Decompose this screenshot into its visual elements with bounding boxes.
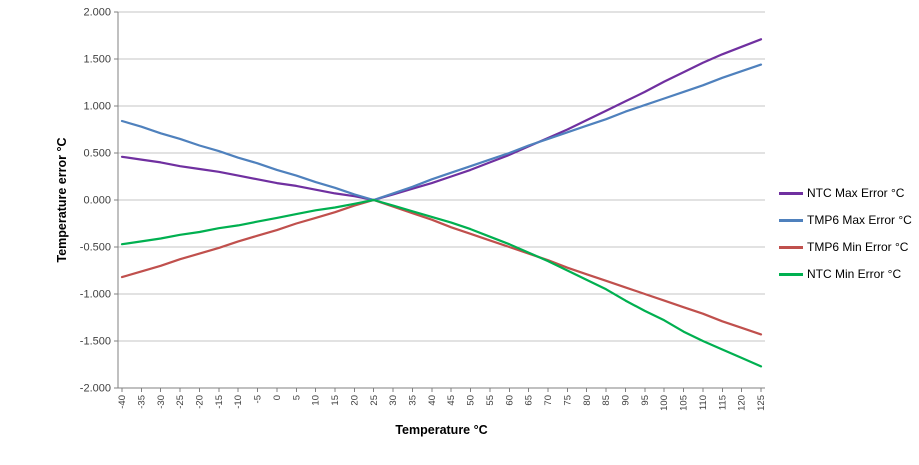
x-tick-label: 115 <box>717 395 728 410</box>
y-tick-label: -1.500 <box>80 336 111 348</box>
x-tick-label: 70 <box>543 395 554 406</box>
y-tick-label: 1.000 <box>83 101 111 113</box>
legend-label: NTC Max Error °C <box>807 186 905 200</box>
y-tick-label: -1.000 <box>80 289 111 301</box>
series-line-ntc-max-error-c <box>120 38 763 202</box>
x-tick-label: -40 <box>117 395 128 409</box>
x-tick-label: 30 <box>388 395 399 406</box>
y-tick-label: 0.500 <box>83 148 111 160</box>
x-tick-label: 50 <box>466 395 477 406</box>
series-line-ntc-min-error-c <box>120 198 763 368</box>
y-axis-title: Temperature error °C <box>55 137 69 263</box>
series-line-tmp6-max-error-c <box>120 63 763 202</box>
x-tick-label: 45 <box>446 395 457 406</box>
legend-item: NTC Min Error °C <box>779 267 919 281</box>
x-tick-label: 55 <box>485 395 496 406</box>
x-tick-label: 15 <box>330 395 341 406</box>
x-tick-label: 0 <box>272 395 283 400</box>
y-tick-label: 1.500 <box>83 54 111 66</box>
x-tick-label: -5 <box>253 395 264 403</box>
x-tick-label: 85 <box>601 395 612 406</box>
x-tick-label: 100 <box>659 395 670 411</box>
legend-item: NTC Max Error °C <box>779 186 919 200</box>
y-tick-label: 2.000 <box>83 7 111 19</box>
legend-item: TMP6 Min Error °C <box>779 240 919 254</box>
x-tick-label: -10 <box>233 395 244 409</box>
x-tick-label: 95 <box>640 395 651 406</box>
x-tick-label: -35 <box>136 395 147 409</box>
legend-label: NTC Min Error °C <box>807 267 902 281</box>
x-tick-label: -15 <box>214 395 225 409</box>
y-tick-label: -2.000 <box>80 383 111 395</box>
x-tick-label: 110 <box>698 395 709 410</box>
legend-line-swatch <box>779 218 803 222</box>
y-tick-label: 0.000 <box>83 195 111 207</box>
x-tick-label: 35 <box>407 395 418 406</box>
legend-item: TMP6 Max Error °C <box>779 213 919 227</box>
x-tick-label: 125 <box>756 395 767 411</box>
x-tick-label: 105 <box>679 395 690 411</box>
x-tick-label: 60 <box>504 395 515 406</box>
legend-label: TMP6 Max Error °C <box>807 213 912 227</box>
x-tick-label: 65 <box>524 395 535 406</box>
x-tick-label: 90 <box>620 395 631 406</box>
y-tick-label: -0.500 <box>80 242 111 254</box>
legend: NTC Max Error °C TMP6 Max Error °C TMP6 Mi… <box>779 186 919 294</box>
series-line-tmp6-min-error-c <box>120 198 763 336</box>
x-axis-title: Temperature °C <box>395 423 488 437</box>
x-tick-label: 80 <box>582 395 593 406</box>
x-tick-label: -25 <box>175 395 186 409</box>
x-tick-label: 25 <box>369 395 380 406</box>
legend-line-swatch <box>779 191 803 195</box>
x-tick-label: 75 <box>562 395 573 406</box>
x-tick-label: 10 <box>311 395 322 406</box>
legend-label: TMP6 Min Error °C <box>807 240 909 254</box>
x-tick-label: 5 <box>291 395 302 400</box>
x-tick-label: 120 <box>737 395 748 411</box>
legend-line-swatch <box>779 245 803 249</box>
x-tick-label: 40 <box>427 395 438 406</box>
x-tick-label: -30 <box>156 395 167 409</box>
legend-line-swatch <box>779 272 803 276</box>
x-tick-label: -20 <box>194 395 205 409</box>
x-tick-label: 20 <box>349 395 360 406</box>
